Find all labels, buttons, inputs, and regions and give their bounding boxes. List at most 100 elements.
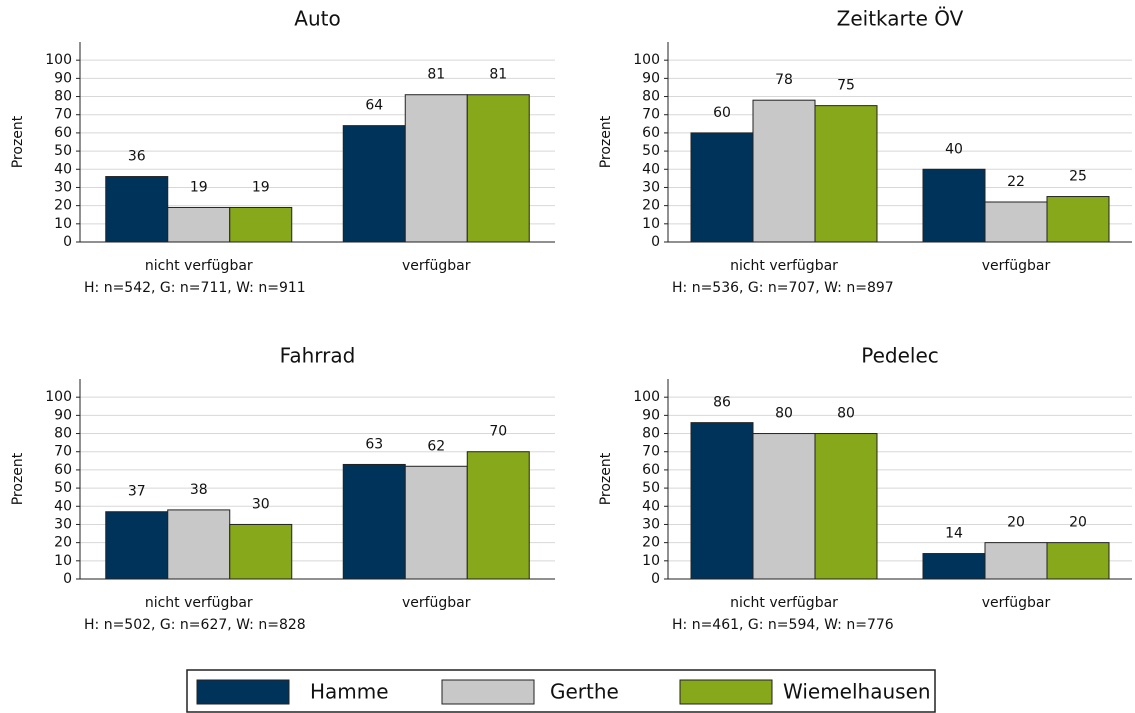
y-tick-label: 10 (642, 216, 660, 232)
bar (167, 509, 231, 580)
bar (814, 105, 878, 243)
x-tick-label: nicht verfügbar (730, 258, 838, 274)
y-tick-label: 80 (642, 426, 660, 442)
data-label: 19 (252, 179, 270, 195)
y-tick-label: 80 (642, 89, 660, 105)
data-label: 37 (128, 484, 146, 500)
bar (229, 523, 293, 580)
data-label: 63 (365, 436, 383, 452)
chart-title: Fahrrad (280, 344, 356, 368)
y-tick-label: 20 (642, 198, 660, 214)
y-tick-label: 30 (642, 179, 660, 195)
bar (167, 206, 231, 243)
y-tick-label: 70 (642, 444, 660, 460)
y-tick-label: 50 (54, 143, 72, 159)
y-tick-label: 0 (651, 234, 660, 250)
legend-label: Hamme (310, 680, 389, 704)
y-tick-label: 0 (63, 234, 72, 250)
data-label: 78 (775, 72, 793, 88)
legend-swatch (441, 679, 535, 705)
data-label: 20 (1069, 515, 1087, 531)
bar (752, 433, 816, 580)
legend-swatch (679, 679, 773, 705)
y-axis-label: Prozent (598, 115, 614, 168)
x-tick-label: nicht verfügbar (145, 595, 253, 611)
chart-title: Auto (294, 7, 340, 31)
y-tick-label: 100 (633, 52, 660, 68)
y-tick-label: 10 (54, 553, 72, 569)
y-tick-label: 50 (642, 143, 660, 159)
y-tick-label: 90 (642, 407, 660, 423)
legend-swatch (196, 679, 290, 705)
y-tick-label: 30 (54, 516, 72, 532)
data-label: 30 (252, 496, 270, 512)
y-tick-label: 70 (54, 107, 72, 123)
legend-box (186, 669, 936, 713)
bar (752, 99, 816, 243)
bar (404, 94, 468, 243)
y-tick-label: 90 (54, 70, 72, 86)
data-label: 81 (427, 67, 445, 83)
note: H: n=461, G: n=594, W: n=776 (672, 617, 894, 633)
x-tick-label: verfügbar (982, 595, 1051, 611)
bar (229, 206, 293, 243)
y-tick-label: 60 (54, 125, 72, 141)
chart-title: Pedelec (861, 344, 939, 368)
y-tick-label: 20 (54, 198, 72, 214)
bar (984, 542, 1048, 580)
y-tick-label: 10 (642, 553, 660, 569)
y-tick-label: 40 (54, 498, 72, 514)
y-tick-label: 80 (54, 89, 72, 105)
y-tick-label: 60 (54, 462, 72, 478)
y-tick-label: 20 (642, 535, 660, 551)
note: H: n=502, G: n=627, W: n=828 (84, 617, 306, 633)
bar (466, 94, 530, 243)
y-tick-label: 0 (63, 571, 72, 587)
data-label: 64 (365, 98, 383, 114)
x-tick-label: verfügbar (982, 258, 1051, 274)
x-tick-label: nicht verfügbar (730, 595, 838, 611)
data-label: 62 (427, 438, 445, 454)
data-label: 60 (713, 105, 731, 121)
data-label: 14 (945, 526, 963, 542)
bar (814, 433, 878, 580)
bar (984, 201, 1048, 243)
y-tick-label: 10 (54, 216, 72, 232)
y-tick-label: 20 (54, 535, 72, 551)
bar (342, 125, 406, 243)
data-label: 36 (128, 149, 146, 165)
x-tick-label: nicht verfügbar (145, 258, 253, 274)
data-label: 40 (945, 141, 963, 157)
y-tick-label: 50 (54, 480, 72, 496)
data-label: 25 (1069, 169, 1087, 185)
note: H: n=536, G: n=707, W: n=897 (672, 280, 894, 296)
data-label: 70 (489, 424, 507, 440)
bar (690, 422, 754, 580)
y-tick-label: 100 (45, 389, 72, 405)
note: H: n=542, G: n=711, W: n=911 (84, 280, 306, 296)
y-tick-label: 30 (642, 516, 660, 532)
data-label: 20 (1007, 515, 1025, 531)
legend-label: Wiemelhausen (783, 680, 931, 704)
bar (105, 511, 169, 580)
y-tick-label: 0 (651, 571, 660, 587)
y-tick-label: 70 (54, 444, 72, 460)
y-axis-label: Prozent (10, 115, 26, 168)
x-tick-label: verfügbar (402, 595, 471, 611)
data-label: 81 (489, 67, 507, 83)
y-tick-label: 70 (642, 107, 660, 123)
data-label: 19 (190, 179, 208, 195)
data-label: 38 (190, 482, 208, 498)
y-tick-label: 30 (54, 179, 72, 195)
y-tick-label: 60 (642, 462, 660, 478)
y-tick-label: 40 (54, 161, 72, 177)
y-tick-label: 100 (633, 389, 660, 405)
legend-label: Gerthe (550, 680, 619, 704)
bar (690, 132, 754, 243)
y-axis-label: Prozent (10, 452, 26, 505)
y-tick-label: 50 (642, 480, 660, 496)
data-label: 86 (713, 395, 731, 411)
bar (1046, 542, 1110, 580)
bar (342, 463, 406, 580)
